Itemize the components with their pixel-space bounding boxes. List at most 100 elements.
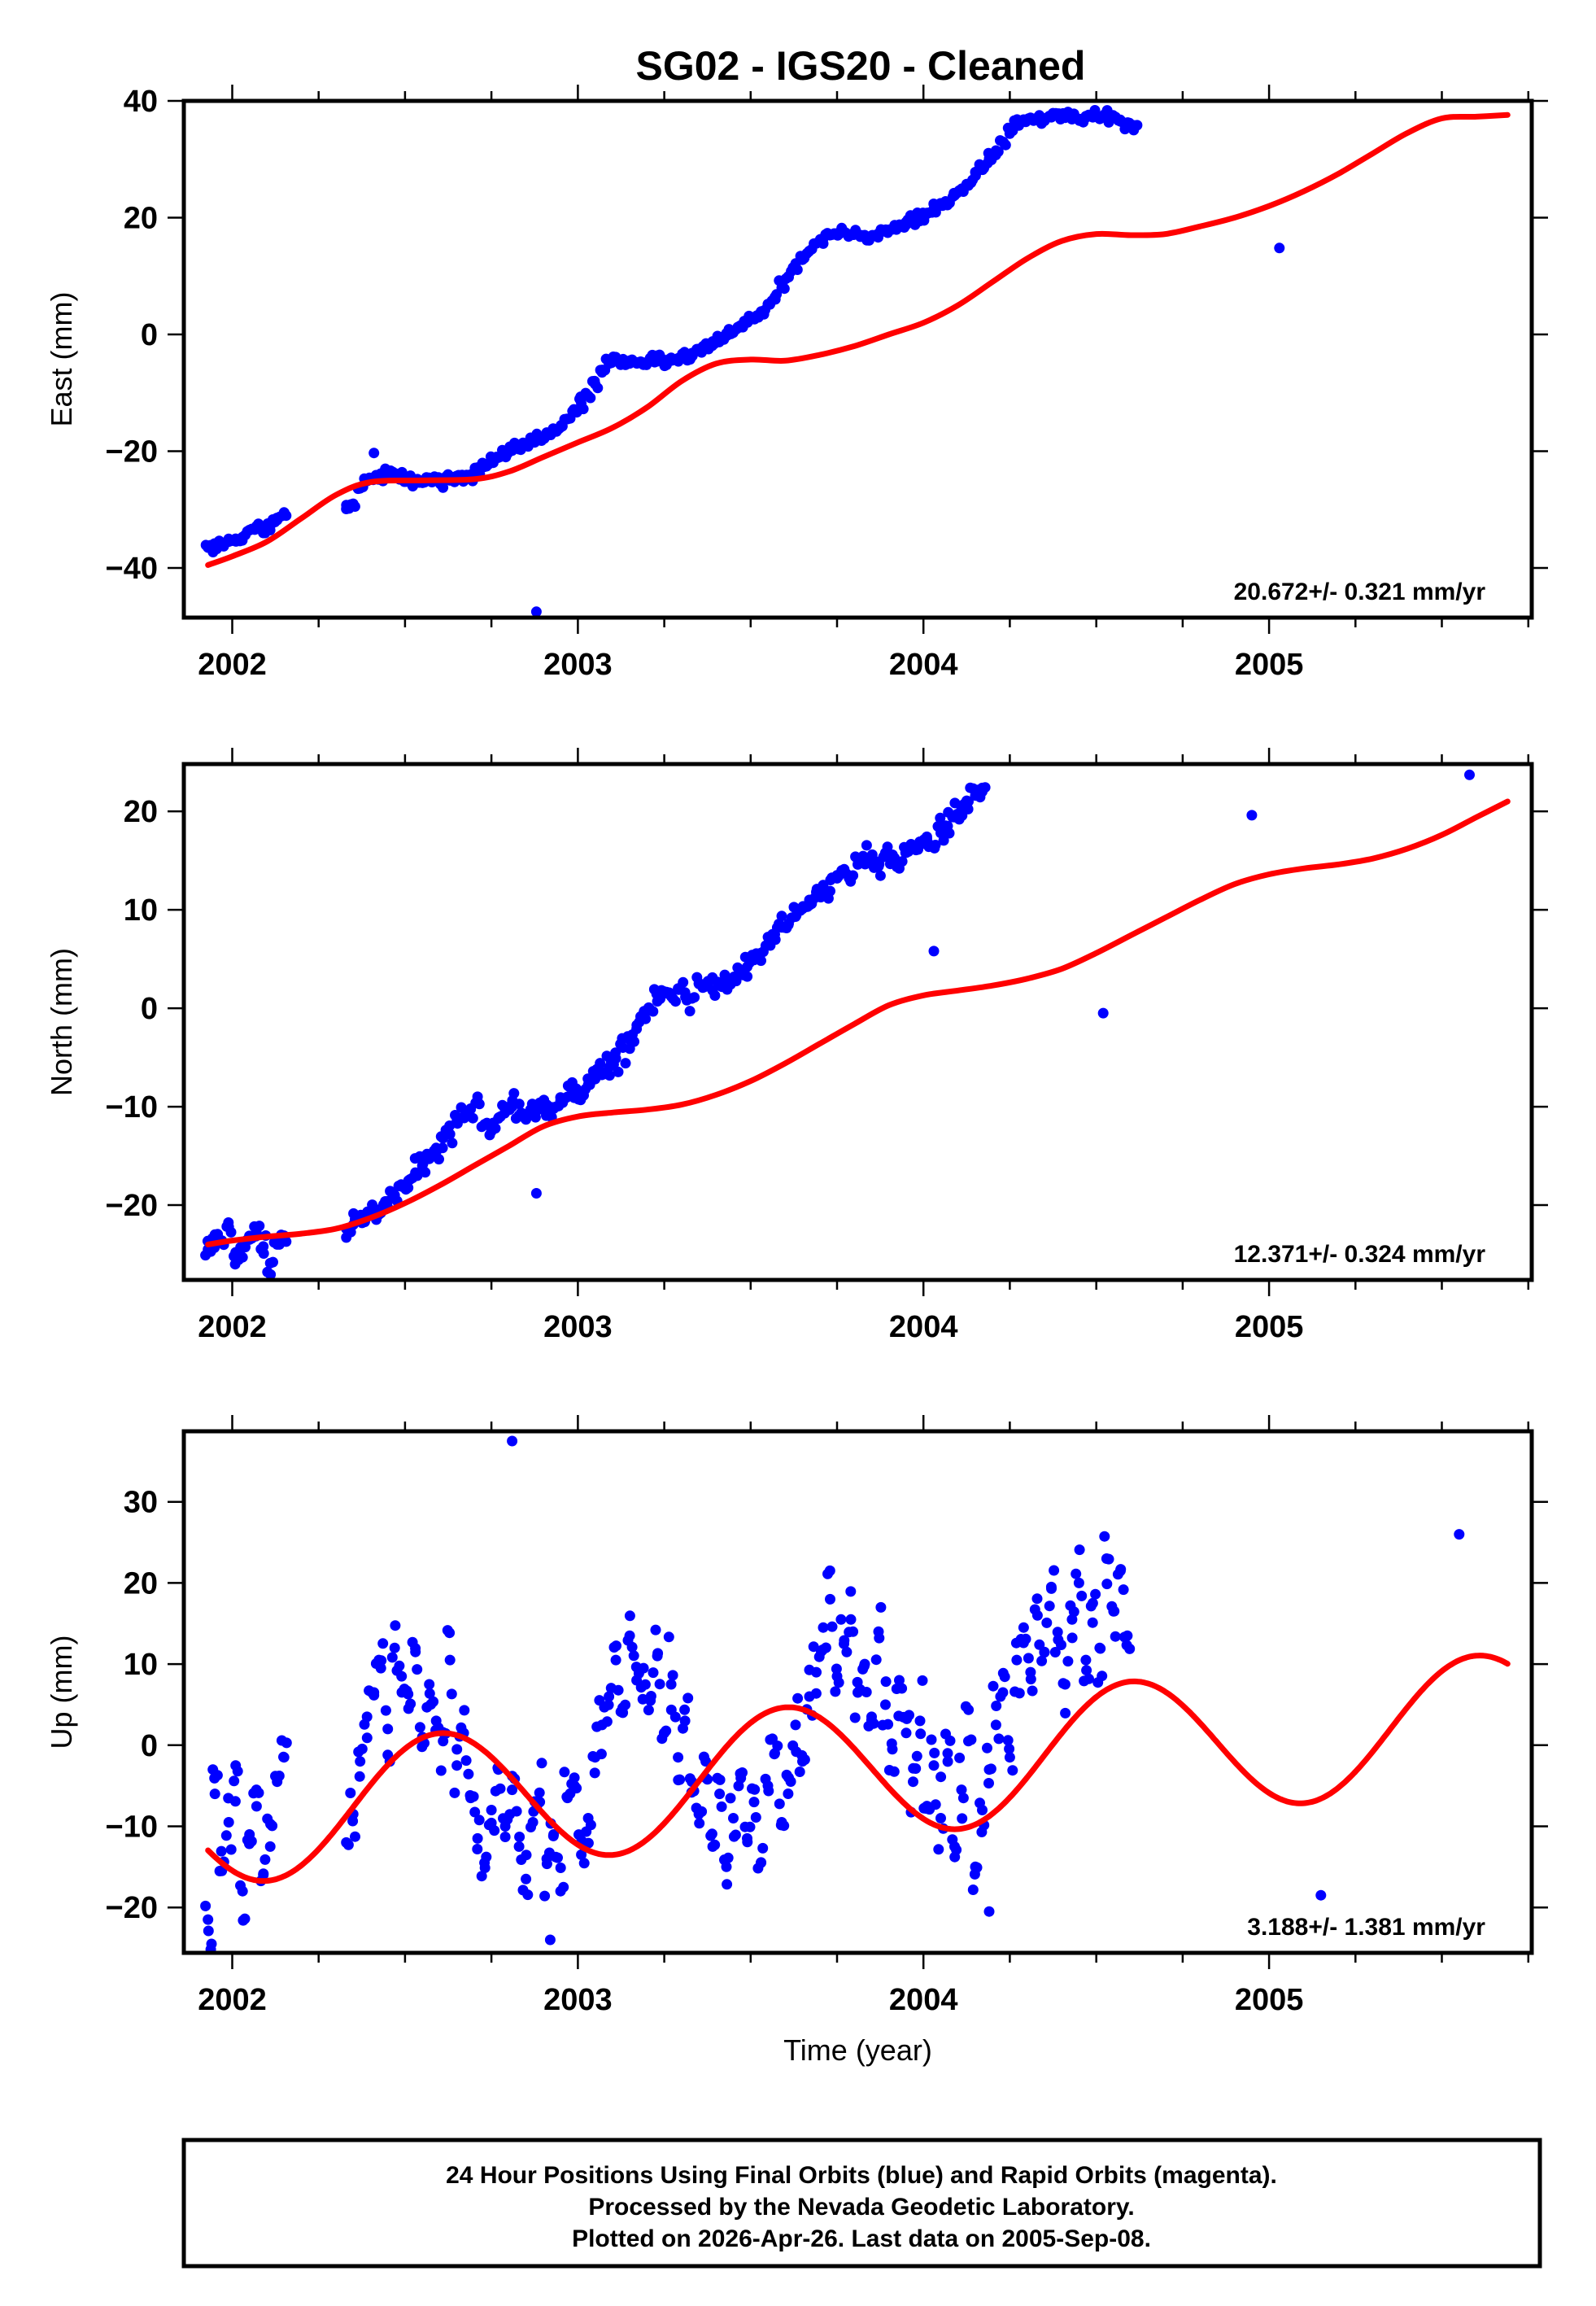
- data-point: [1060, 1707, 1071, 1719]
- data-point: [769, 1749, 780, 1760]
- data-point: [961, 795, 972, 806]
- data-point: [281, 1236, 292, 1247]
- data-point: [894, 1675, 905, 1686]
- data-point: [514, 1832, 525, 1842]
- data-point: [1004, 1743, 1015, 1754]
- data-point: [507, 1784, 518, 1796]
- data-point: [559, 1767, 570, 1778]
- data-point: [1044, 1601, 1055, 1612]
- data-point: [725, 1793, 736, 1804]
- data-point: [361, 1732, 373, 1744]
- data-point: [896, 856, 908, 867]
- data-point: [654, 1679, 665, 1690]
- data-point: [678, 1723, 688, 1734]
- data-point: [265, 1269, 277, 1280]
- data-point: [394, 1660, 405, 1671]
- data-point: [670, 996, 681, 1007]
- x-tick-label: 2005: [1235, 648, 1304, 682]
- data-point: [730, 1829, 741, 1841]
- data-point: [1073, 1577, 1084, 1588]
- data-point: [225, 1844, 237, 1855]
- x-tick-label: 2003: [543, 1983, 613, 2017]
- data-point: [883, 1719, 894, 1730]
- data-point: [841, 1646, 853, 1657]
- data-point: [694, 1818, 705, 1829]
- x-tick-label: 2002: [198, 648, 267, 682]
- data-point: [508, 1088, 520, 1099]
- data-point: [845, 1614, 857, 1625]
- data-point: [1057, 1678, 1069, 1689]
- data-point-outlier: [1097, 1007, 1109, 1019]
- data-point: [203, 1925, 214, 1937]
- y-tick-label: 0: [141, 318, 158, 352]
- data-point: [776, 911, 787, 922]
- data-point: [1025, 1674, 1036, 1685]
- x-axis: 2002 2003 2004 2005: [198, 1415, 1530, 2017]
- data-point: [682, 1692, 694, 1704]
- data-point: [737, 1767, 748, 1778]
- data-point: [237, 1251, 248, 1263]
- data-point: [229, 1775, 240, 1787]
- data-point: [991, 1701, 1002, 1711]
- data-point: [663, 1631, 674, 1643]
- data-point: [613, 1684, 624, 1696]
- data-point: [460, 1755, 472, 1767]
- data-point: [757, 1842, 769, 1854]
- data-point: [868, 1718, 879, 1729]
- data-point: [778, 283, 790, 295]
- x-axis-label: Time (year): [783, 2033, 932, 2067]
- data-point: [513, 1841, 525, 1852]
- data-point: [585, 1819, 596, 1831]
- data-point: [900, 1727, 912, 1739]
- data-point: [822, 893, 834, 904]
- plot-frame: [181, 762, 1534, 1282]
- data-point: [490, 1123, 501, 1134]
- data-points: [200, 769, 1475, 1280]
- data-point: [626, 1641, 638, 1653]
- data-point: [910, 1763, 922, 1774]
- data-point: [345, 1788, 356, 1798]
- data-point: [760, 1773, 771, 1784]
- data-point: [722, 1879, 733, 1890]
- data-point: [669, 1711, 681, 1723]
- data-point: [665, 1679, 677, 1690]
- data-point: [645, 1691, 656, 1701]
- plot-area: [200, 769, 1511, 1280]
- data-point-outlier: [1274, 242, 1285, 254]
- data-point: [412, 1170, 423, 1181]
- data-point: [1056, 1640, 1066, 1650]
- data-point: [714, 1788, 726, 1800]
- data-point: [1109, 1605, 1120, 1617]
- data-point: [1000, 139, 1011, 151]
- data-point: [403, 1688, 414, 1700]
- data-point: [1062, 1656, 1074, 1667]
- x-tick-label: 2004: [889, 1983, 958, 2017]
- footer-line-orbits: 24 Hour Positions Using Final Orbits (bl…: [446, 2162, 1277, 2189]
- data-point: [620, 1699, 631, 1710]
- data-point: [1085, 1601, 1097, 1612]
- data-point: [975, 792, 986, 803]
- data-point: [200, 1900, 211, 1911]
- y-tick-label: 40: [124, 85, 158, 119]
- data-point: [1027, 1685, 1038, 1697]
- data-point: [957, 1813, 968, 1824]
- x-tick-label: 2005: [1235, 1983, 1304, 2017]
- data-point: [696, 1806, 708, 1817]
- data-point-outlier: [544, 1934, 556, 1946]
- data-point: [679, 1704, 691, 1715]
- data-point: [342, 1839, 354, 1850]
- data-point: [424, 1688, 435, 1699]
- data-point: [447, 1138, 458, 1149]
- data-point: [1049, 1647, 1061, 1657]
- data-point: [451, 1744, 463, 1755]
- data-point: [620, 1058, 631, 1069]
- data-point: [915, 1728, 927, 1740]
- data-point: [547, 1830, 559, 1841]
- data-point: [355, 1756, 366, 1767]
- data-point: [281, 1737, 292, 1749]
- data-point: [661, 1725, 672, 1736]
- data-point: [1103, 1553, 1114, 1565]
- data-point: [911, 1750, 922, 1762]
- data-point: [412, 1664, 423, 1675]
- data-point: [258, 1248, 269, 1259]
